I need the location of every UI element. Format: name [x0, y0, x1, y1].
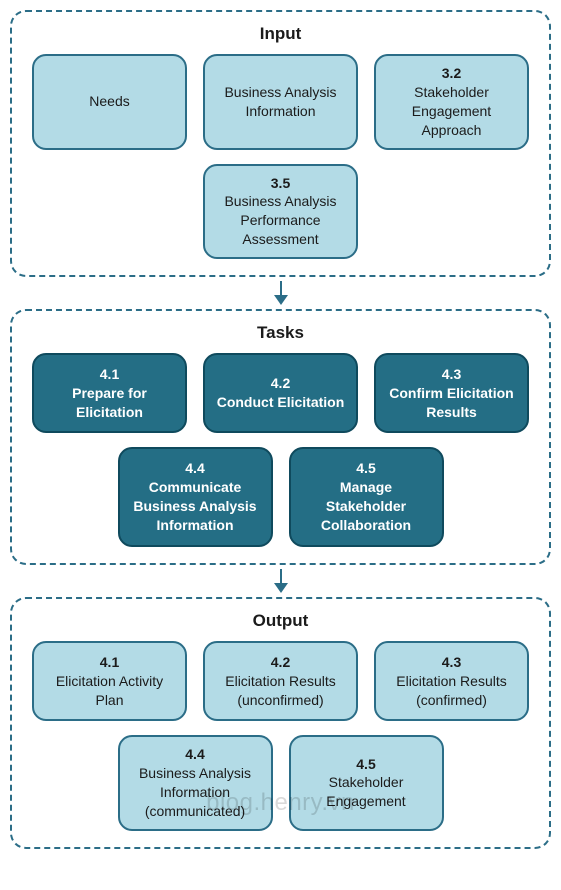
tasks-row-0: 4.1Prepare forElicitation 4.2Conduct Eli…: [26, 353, 535, 433]
input-box-ba-info: Business AnalysisInformation: [203, 54, 358, 150]
output-box-results-confirmed: 4.3Elicitation Results(confirmed): [374, 641, 529, 721]
arrow-input-to-tasks: [10, 281, 551, 307]
tasks-row-1: 4.4CommunicateBusiness AnalysisInformati…: [26, 447, 535, 547]
output-box-stakeholder-engagement: 4.5StakeholderEngagement: [289, 735, 444, 831]
output-section: Output 4.1Elicitation ActivityPlan 4.2El…: [10, 597, 551, 849]
input-section: Input Needs Business AnalysisInformation…: [10, 10, 551, 277]
output-title: Output: [26, 611, 535, 631]
input-title: Input: [26, 24, 535, 44]
output-box-activity-plan: 4.1Elicitation ActivityPlan: [32, 641, 187, 721]
tasks-title: Tasks: [26, 323, 535, 343]
output-box-info-communicated: 4.4Business AnalysisInformation(communic…: [118, 735, 273, 831]
task-box-conduct: 4.2Conduct Elicitation: [203, 353, 358, 433]
input-box-performance-assessment: 3.5Business AnalysisPerformanceAssessmen…: [203, 164, 358, 260]
input-box-needs: Needs: [32, 54, 187, 150]
output-row-1: 4.4Business AnalysisInformation(communic…: [26, 735, 535, 831]
task-box-confirm: 4.3Confirm ElicitationResults: [374, 353, 529, 433]
input-box-stakeholder-approach: 3.2StakeholderEngagementApproach: [374, 54, 529, 150]
output-row-0: 4.1Elicitation ActivityPlan 4.2Elicitati…: [26, 641, 535, 721]
task-box-manage: 4.5ManageStakeholderCollaboration: [289, 447, 444, 547]
arrow-tasks-to-output: [10, 569, 551, 595]
input-row-1: 3.5Business AnalysisPerformanceAssessmen…: [26, 164, 535, 260]
task-box-prepare: 4.1Prepare forElicitation: [32, 353, 187, 433]
input-row-0: Needs Business AnalysisInformation 3.2St…: [26, 54, 535, 150]
tasks-section: Tasks 4.1Prepare forElicitation 4.2Condu…: [10, 309, 551, 565]
task-box-communicate: 4.4CommunicateBusiness AnalysisInformati…: [118, 447, 273, 547]
output-box-results-unconfirmed: 4.2Elicitation Results(unconfirmed): [203, 641, 358, 721]
